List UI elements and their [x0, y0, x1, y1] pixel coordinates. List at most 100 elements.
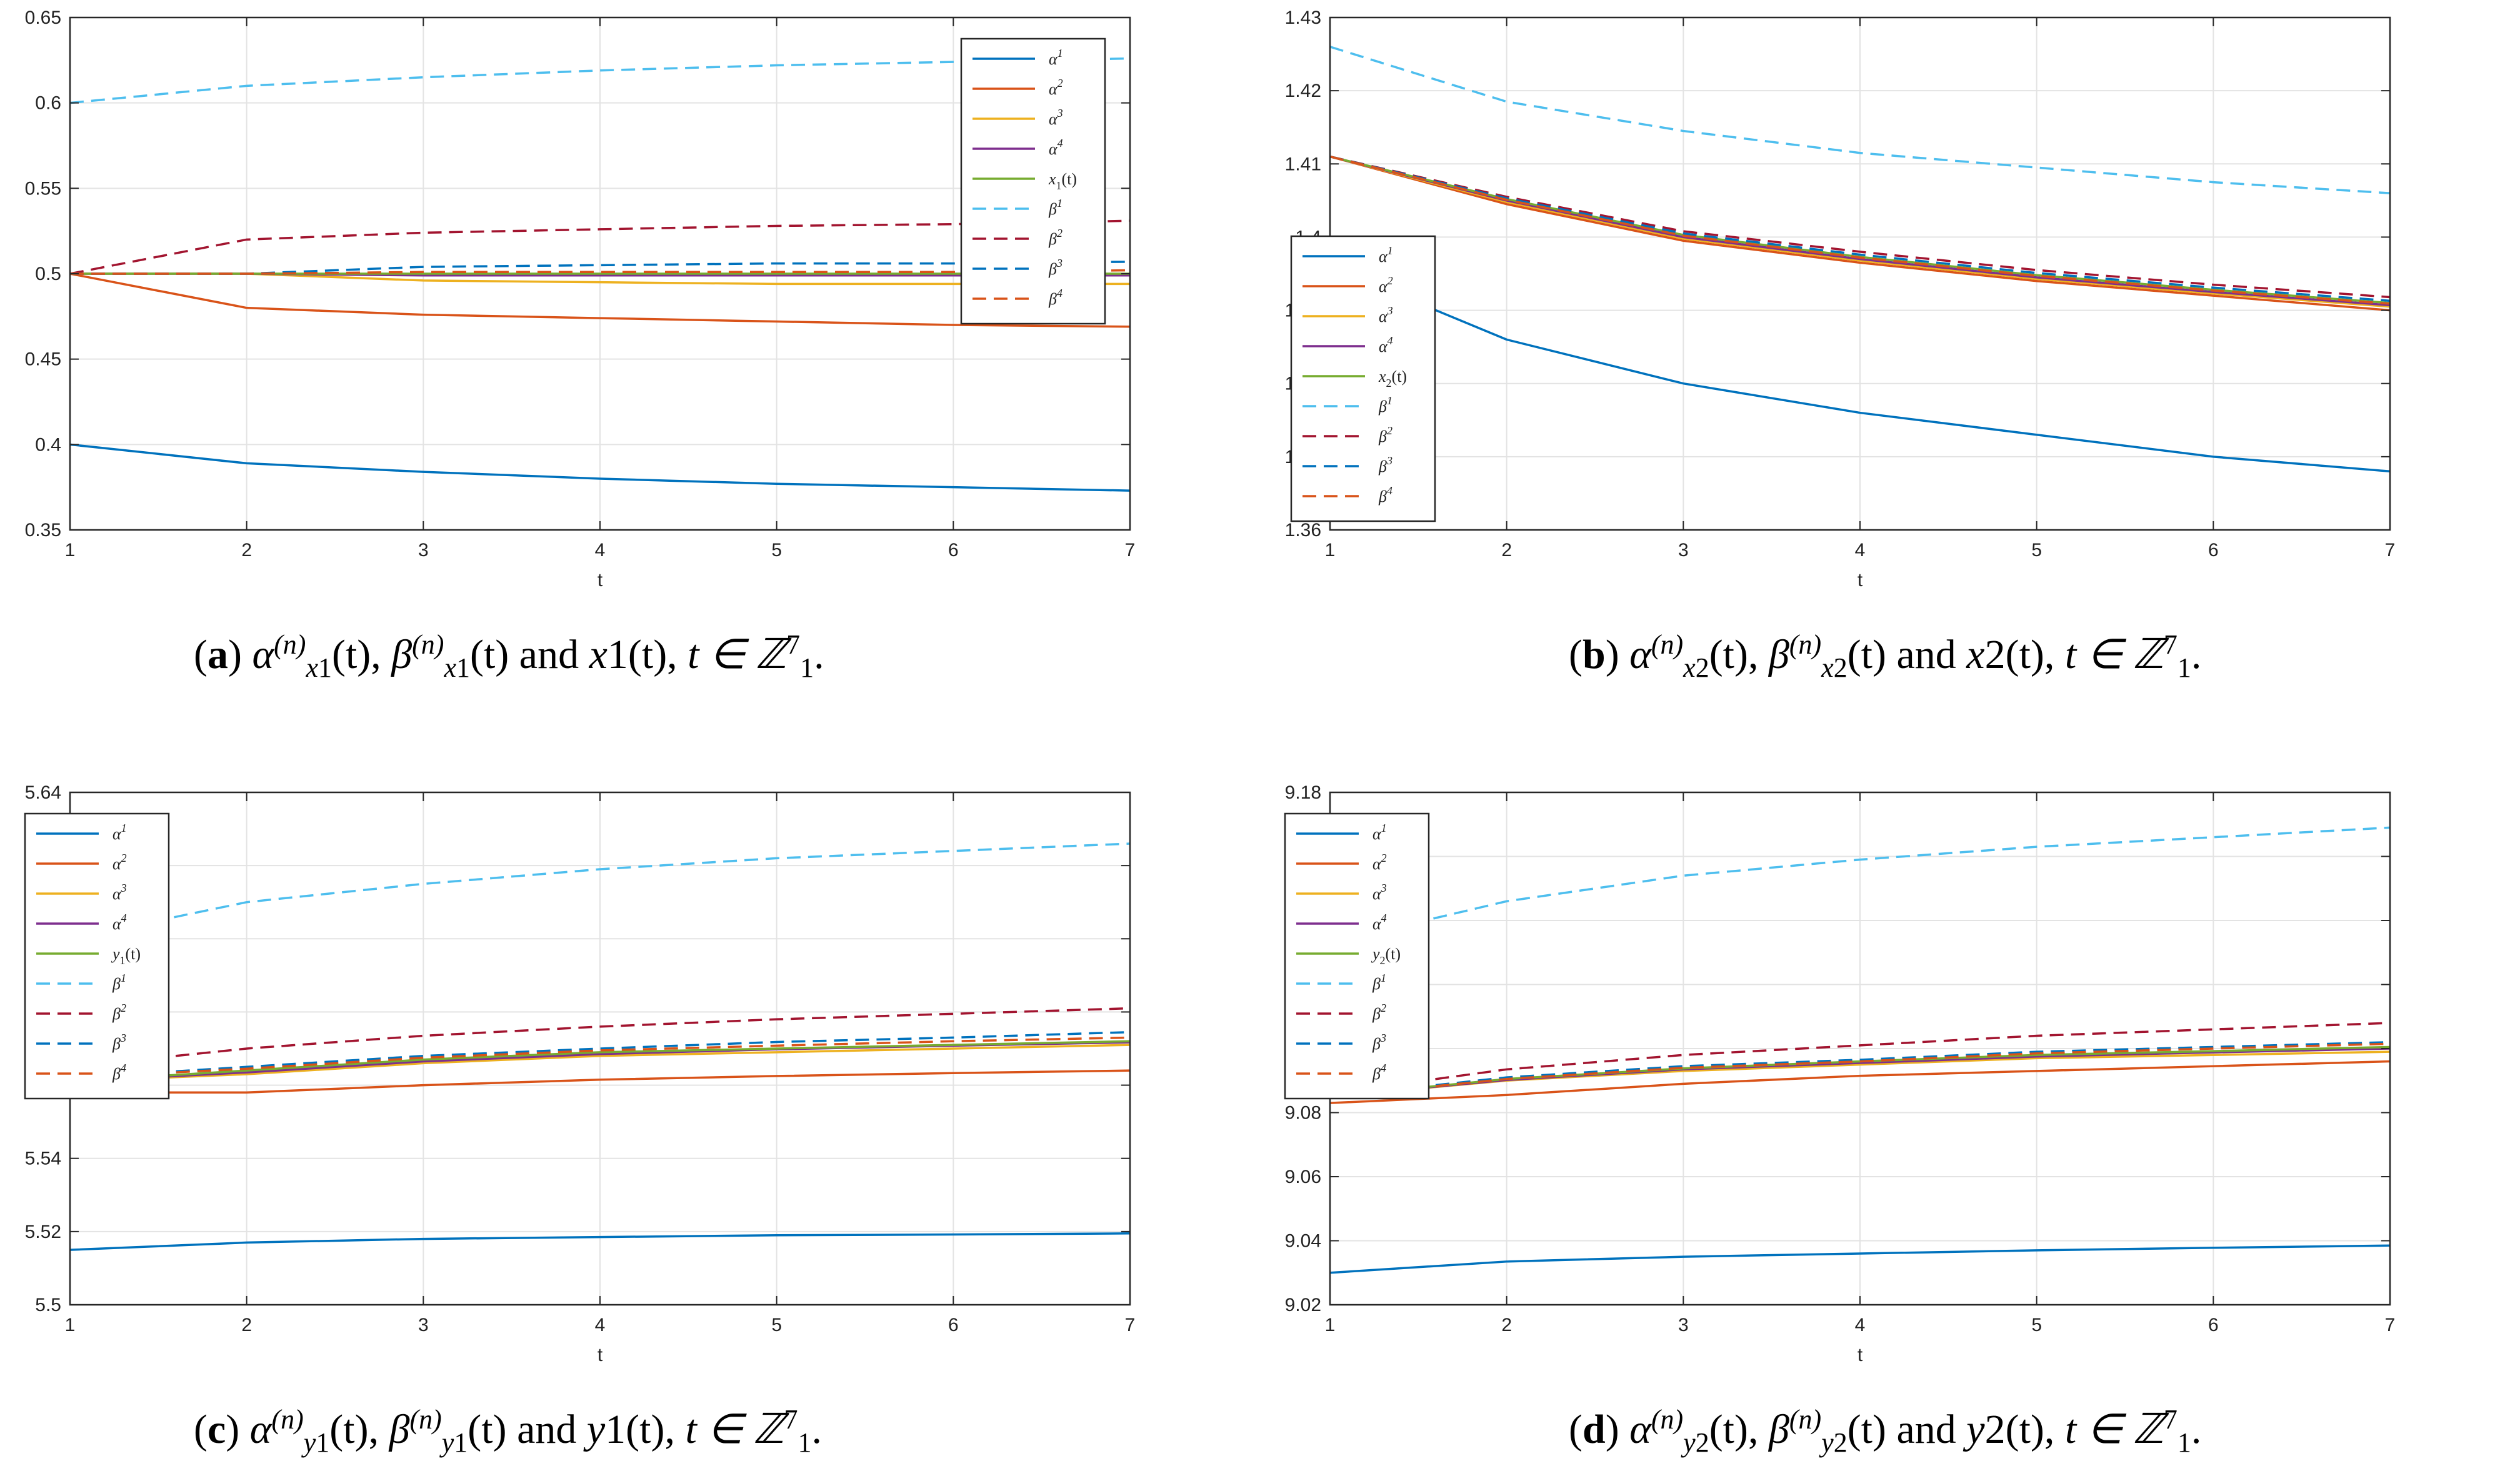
legend-label: y2(t) — [1371, 945, 1401, 967]
y-tick-label: 5.54 — [25, 1149, 61, 1169]
y-tick-label: 1.36 — [1285, 520, 1321, 541]
series-line-1 — [1329, 1244, 2391, 1274]
caption-d: (d) α(n)y2(t), β(n)y2(t) and y2(t), t ∈ … — [1569, 1404, 2202, 1459]
x-tick-label: 2 — [1501, 1315, 1512, 1335]
x-tick-label: 4 — [1855, 540, 1866, 561]
legend-box — [960, 37, 1106, 325]
x-tick-label: 7 — [2385, 540, 2396, 561]
y-tick-label: 0.4 — [35, 434, 61, 455]
chart-a: 1 2 3 4 5 6 70.350.40.450.50.550.60.65tα1α2α3α… — [25, 7, 1136, 591]
legend-label: β1 — [1048, 197, 1062, 218]
y-tick-label: 9.18 — [1285, 782, 1321, 803]
plot-area: 1 2 3 4 5 6 7 0.35 0.4 0.45 0.5 0.55 0.6 0.65 t — [25, 7, 1136, 591]
series-line-3 — [69, 1044, 1131, 1083]
series-line-1 — [1329, 265, 2391, 473]
x-tick-label: 6 — [2208, 540, 2219, 561]
x-tick-label: 3 — [418, 1315, 429, 1335]
y-tick-label: 5.52 — [25, 1222, 61, 1242]
legend-label: β3 — [1048, 257, 1062, 278]
y-tick-label: 1.41 — [1285, 154, 1321, 174]
legend-label: α2 — [1379, 274, 1393, 296]
series-line-5 — [69, 1040, 1131, 1083]
legend-label: β2 — [112, 1002, 126, 1023]
series-line-2 — [1329, 1060, 2391, 1104]
legend-label: α3 — [112, 882, 127, 903]
x-tick-label: 7 — [1125, 1315, 1136, 1335]
y-tick-label: 5.5 — [35, 1295, 61, 1315]
series-line-9 — [70, 269, 1131, 275]
x-axis-label: t — [1858, 1345, 1863, 1365]
legend-label: α2 — [112, 852, 127, 873]
legend-label: α3 — [1379, 304, 1393, 326]
series-line-1 — [69, 1232, 1131, 1251]
legend: α1 α2 α3 α4 x2(t) β1 β2 β3 β4 — [1290, 235, 1436, 522]
x-tick-label: 2 — [241, 1315, 252, 1335]
caption-c: (c) α(n)y1(t), β(n)y1(t) and y1(t), t ∈ … — [194, 1404, 822, 1459]
x-tick-label: 1 — [65, 540, 76, 561]
legend-label: β4 — [112, 1062, 126, 1083]
legend-label: α1 — [1372, 822, 1387, 843]
x-tick-label: 1 — [1325, 540, 1336, 561]
y-tick-label: 0.5 — [35, 264, 61, 284]
x-tick-label: 5 — [771, 1315, 782, 1335]
x-tick-label: 3 — [1678, 540, 1689, 561]
chart-d: 12345679.029.049.069.089.19.129.149.169.… — [1284, 782, 2396, 1365]
legend-label: β1 — [112, 972, 126, 993]
legend-label: β2 — [1048, 227, 1062, 248]
series-line-6 — [69, 842, 1131, 940]
y-tick-label: 0.65 — [25, 7, 61, 28]
x-tick-label: 6 — [948, 1315, 959, 1335]
legend-label: α3 — [1049, 107, 1063, 128]
caption-b: (b) α(n)x2(t), β(n)x2(t) and x2(t), t ∈ … — [1569, 629, 2202, 684]
legend-label: α3 — [1372, 882, 1387, 903]
series-line-7 — [69, 219, 1131, 275]
series-line-6 — [1329, 826, 2391, 944]
y-tick-label: 0.6 — [35, 93, 61, 114]
legend-label: α4 — [1049, 137, 1063, 158]
x-tick-label: 1 — [1325, 1315, 1336, 1335]
caption-label: b — [1582, 632, 1606, 677]
y-tick-label: 9.02 — [1285, 1295, 1321, 1315]
x-tick-label: 2 — [241, 540, 252, 561]
x-tick-label: 4 — [595, 1315, 606, 1335]
y-tick-label: 1.43 — [1285, 7, 1321, 28]
x-tick-label: 5 — [771, 540, 782, 561]
y-tick-label: 9.06 — [1285, 1167, 1321, 1187]
legend-box — [1284, 812, 1430, 1100]
x-axis-label: t — [598, 1345, 603, 1365]
legend-label: β1 — [1372, 972, 1386, 993]
legend-box — [1290, 235, 1436, 522]
legend-label: β3 — [1378, 454, 1392, 476]
legend-label: β3 — [1372, 1032, 1386, 1053]
legend-label: α4 — [1372, 912, 1387, 933]
caption-label: c — [207, 1407, 226, 1452]
series-line-9 — [1329, 1042, 2391, 1098]
legend-label: α2 — [1372, 852, 1387, 873]
legend-label: α4 — [112, 912, 127, 933]
legend-label: y1(t) — [111, 945, 141, 967]
legend: α1 α2 α3 α4 y2(t) β1 β2 β3 β4 — [1284, 812, 1430, 1100]
series-line-2 — [70, 1069, 1131, 1094]
series-line-3 — [1329, 155, 2391, 308]
x-tick-label: 4 — [595, 540, 606, 561]
x-tick-label: 3 — [1678, 1315, 1689, 1335]
x-tick-label: 6 — [948, 540, 959, 561]
series-line-8 — [69, 1030, 1131, 1079]
legend-label: β4 — [1378, 484, 1392, 506]
legend-label: α2 — [1049, 77, 1063, 98]
legend-label: x2(t) — [1378, 367, 1407, 389]
y-tick-label: 0.55 — [25, 178, 61, 199]
x-axis-label: t — [1858, 570, 1863, 591]
legend-label: β2 — [1378, 424, 1392, 446]
y-tick-label: 9.04 — [1285, 1231, 1321, 1252]
x-tick-label: 2 — [1501, 540, 1512, 561]
plot-area: 12345679.029.049.069.089.19.129.149.169.… — [1285, 782, 2396, 1365]
series-line-7 — [69, 1007, 1131, 1069]
x-tick-label: 7 — [1125, 540, 1136, 561]
y-tick-label: 0.35 — [25, 520, 61, 541]
legend: α1 α2 α3 α4 y1(t) β1 β2 β3 β4 — [24, 812, 170, 1100]
legend-label: β3 — [112, 1032, 126, 1053]
x-tick-label: 7 — [2385, 1315, 2396, 1335]
legend-label: α4 — [1379, 334, 1393, 356]
